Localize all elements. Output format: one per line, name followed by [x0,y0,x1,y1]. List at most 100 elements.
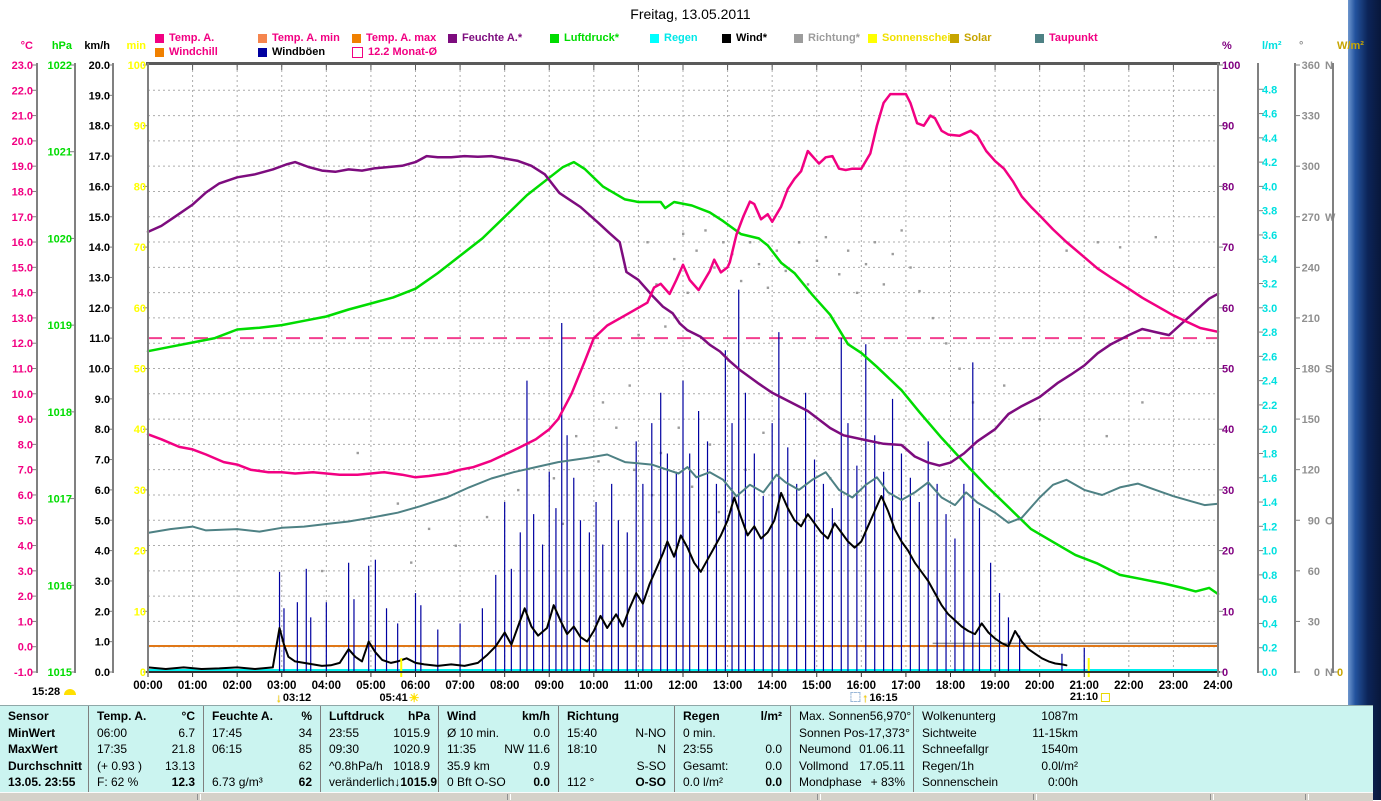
moon-icon [850,692,861,702]
richtung-swatch-icon [794,33,803,43]
x-axis-label: 23:00 [1159,680,1188,692]
axis-tick-label: 6.0 [95,485,110,497]
cell-value: 85 [298,742,312,757]
cell-value: 0.9 [533,758,550,773]
axis-tick-label: 1019 [48,320,72,332]
direction-point [1038,418,1042,421]
x-axis-label: 24:00 [1203,680,1232,692]
direction-point [686,291,689,295]
axis-tick-label: 8.0 [18,439,33,451]
direction-point [615,426,618,429]
direction-point [1141,401,1144,404]
axis-tick-label: 9.0 [95,394,110,406]
direction-point [918,289,921,293]
legend-label: Temp. A. [169,32,215,44]
cell-left: 15:40 [567,725,598,740]
info-value: 17.05.11 [859,758,905,773]
direction-point [637,333,640,337]
axis-tick-label: 11.0 [12,364,33,376]
column-header: Regen [683,709,720,723]
table-column-wetter: Wolkenunterg 1087m Sichtweite 11-15km Schnee… [913,706,1373,792]
axis-tick-label: 1017 [48,494,72,506]
axis-tick-label: 40 [134,424,146,436]
cell-left: (+ 0.93 ) [97,758,143,773]
axis-tick-label: 0.0 [95,667,110,679]
column-unit: % [301,709,312,723]
legend-item-feuchte-a[interactable]: Feuchte A.* [448,32,522,44]
axis-tick-label: 300 [1302,161,1320,173]
cell-left: 06:15 [212,742,243,757]
direction-point [855,291,859,295]
axis-tick-label: 0 [1337,667,1343,679]
feuchte-a-swatch-icon [448,33,457,43]
cell-value: 21.8 [171,742,195,757]
x-axis-label: 06:00 [401,680,430,692]
sunset-time-label: 21:10 [1069,691,1099,703]
direction-point [900,229,903,232]
legend-item-richtung[interactable]: Richtung* [794,32,860,44]
column-header: Luftdruck [329,709,385,723]
cell-value: 62 [298,775,312,790]
legend-item-temp-a-min[interactable]: Temp. A. min [258,32,340,44]
legend-item-temp-a-max[interactable]: Temp. A. max [352,32,436,44]
window-background-band [1348,0,1381,800]
cell-value: 0.0 [765,775,782,790]
axis-tick-label: 1016 [48,580,72,592]
axis-tick-label: 18.0 [89,121,110,133]
axis-tick-label: 23.0 [12,60,33,72]
summary-table: Sensor MinWert MaxWert Durchschnitt 13.05. 2… [0,705,1373,792]
axis-tick-label: 15.0 [89,212,110,224]
legend-item-regen[interactable]: Regen [650,32,698,44]
row-label: MaxWert [8,742,58,757]
axis-tick-label: 22.0 [12,85,33,97]
direction-point [410,561,413,564]
direction-point [575,434,578,438]
taupunkt-swatch-icon [1035,33,1044,43]
direction-point [320,569,324,573]
legend-item-windboeen[interactable]: Windböen [258,46,325,58]
legend-item-solar[interactable]: Solar [950,32,992,44]
direction-point [1003,384,1006,387]
info-value: 56,970° [869,709,912,723]
legend-item-monats-mittel[interactable]: 12.2 Monat-Ø [352,46,437,58]
windboeen-swatch-icon [258,47,267,57]
legend-item-temp-a[interactable]: Temp. A. [155,32,214,44]
axis-tick-label: 60 [1222,303,1234,315]
axis-tick-label: 1.6 [1262,473,1277,485]
axis-tick-label: 5.0 [18,515,33,527]
regen-swatch-icon [650,33,659,43]
cell-left: 112 ° [567,775,595,790]
legend-item-wind[interactable]: Wind* [722,32,767,44]
direction-point [597,460,600,463]
column-header: Feuchte A. [212,709,273,723]
axis-tick-label: 30 [134,485,146,497]
axis-tick-label: 180 [1302,364,1320,376]
direction-point [945,342,948,345]
legend-item-sonnenschein[interactable]: Sonnenschein [868,32,957,44]
axis-tick-label: 20 [134,546,146,558]
wind-swatch-icon [722,33,731,43]
direction-point [846,249,850,252]
temp-a-min-swatch-icon [258,33,267,43]
sunset-icon [1101,692,1111,702]
solar-swatch-icon [950,33,959,43]
legend-item-luftdruck[interactable]: Luftdruck* [550,32,619,44]
cell-value: NW 11.6 [504,742,550,757]
cell-value: 12.3 [171,775,195,790]
axis-unit-km/h: km/h [84,40,110,52]
series-Feuchte A. [146,154,1220,467]
axis-tick-label: 100 [128,60,146,72]
axis-tick-label: 16.0 [89,181,110,193]
axis-tick-label: 9.0 [18,414,33,426]
axis-tick-label: 270 [1302,212,1320,224]
x-axis-label: 22:00 [1114,680,1143,692]
x-axis-label: 00:00 [133,680,162,692]
legend-label: Luftdruck* [564,32,619,44]
cell-left: 0 Bft O-SO [447,775,506,790]
direction-point [1118,246,1122,249]
axis-tick-label: 2.4 [1262,376,1278,388]
legend-item-taupunkt[interactable]: Taupunkt [1035,32,1098,44]
legend-item-windchill[interactable]: Windchill [155,46,218,58]
moonset-time: ↓ 03:12 [275,691,311,705]
direction-point [824,235,828,239]
